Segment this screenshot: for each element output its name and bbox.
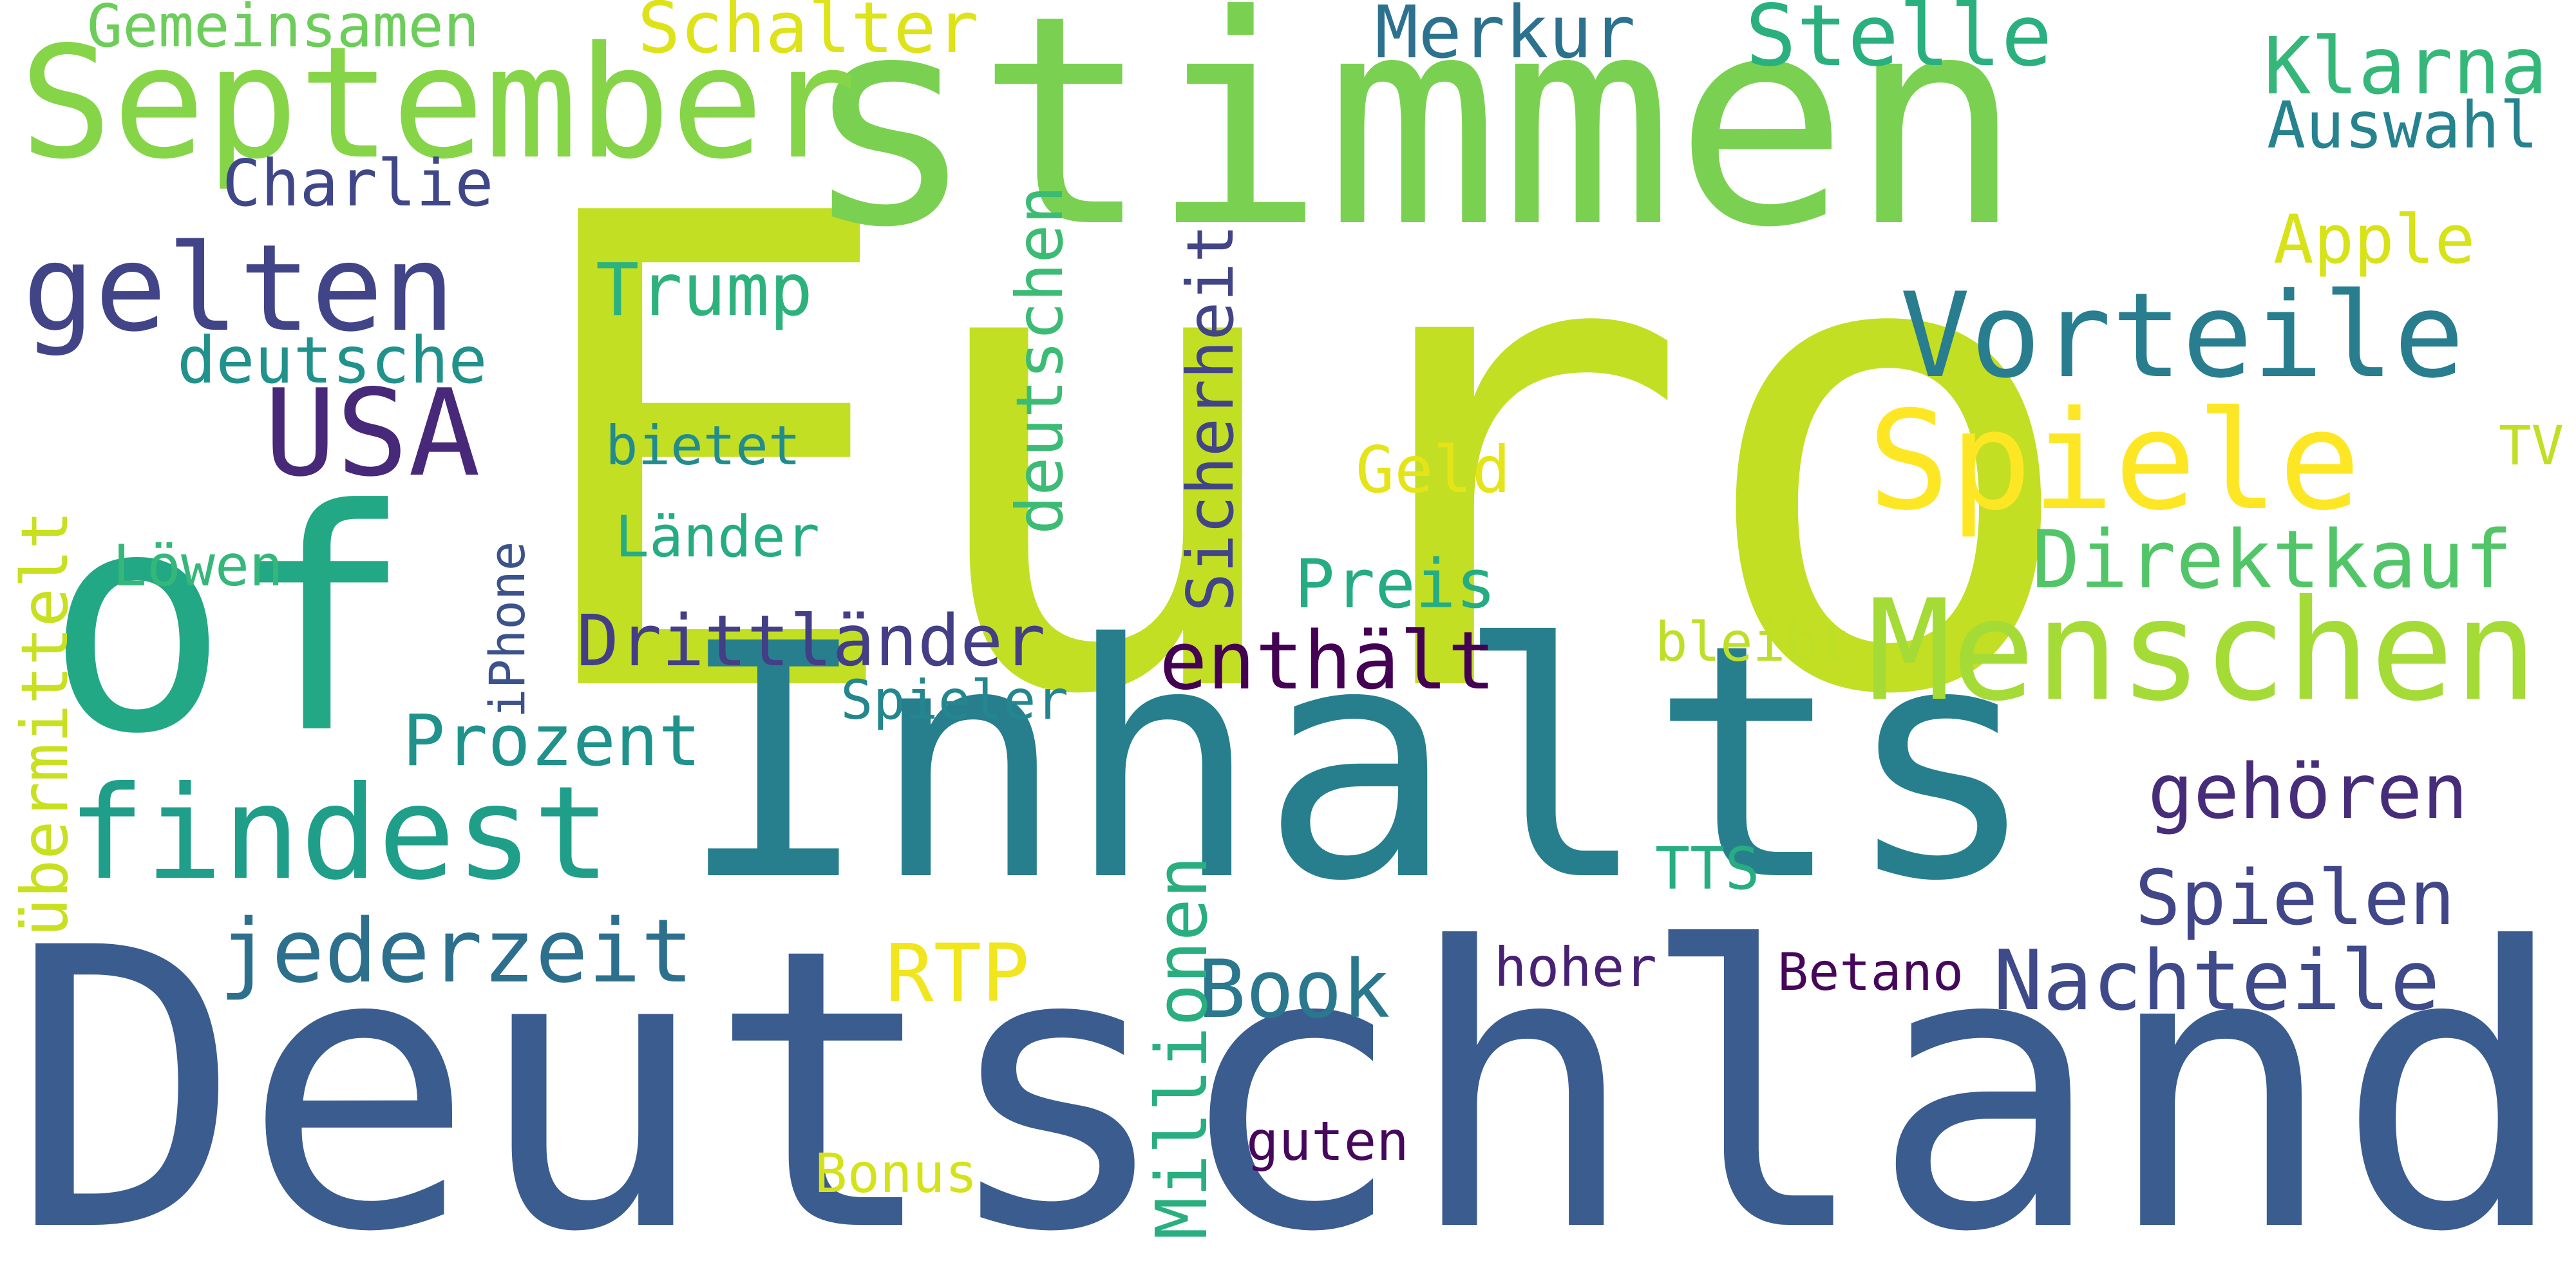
word-vorteile: Vorteile xyxy=(1900,267,2465,404)
word-september: September xyxy=(19,13,857,193)
word-klarna: Klarna xyxy=(2264,21,2548,112)
word-auswahl: Auswahl xyxy=(2267,88,2539,163)
word-trump: Trump xyxy=(596,249,813,332)
word-findest: findest xyxy=(68,759,611,909)
word-millionen: Millionen xyxy=(1141,855,1223,1240)
word-merkur: Merkur xyxy=(1375,0,1636,75)
word-deutschland: Deutschland xyxy=(10,866,2569,1288)
word-book: Book xyxy=(1198,943,1390,1036)
word-lander: Länder xyxy=(615,504,820,570)
word-spiele: Spiele xyxy=(1868,381,2361,540)
word-tts: TTS xyxy=(1655,835,1760,903)
word-apple: Apple xyxy=(2273,200,2476,279)
word-bonus: Bonus xyxy=(815,1142,978,1205)
word-lowen: Löwen xyxy=(113,533,283,599)
word-jederzeit: jederzeit xyxy=(219,901,694,1003)
word-guten: guten xyxy=(1246,1110,1409,1173)
word-menschen: Menschen xyxy=(1868,570,2538,732)
word-bleibt: bleibt xyxy=(1655,611,1851,674)
word-rtp: RTP xyxy=(886,927,1030,1020)
word-prozent: Prozent xyxy=(402,699,701,782)
word-drittlander: Drittländer xyxy=(576,600,1046,682)
word-charlie: Charlie xyxy=(222,146,494,221)
word-deutschen: deutschen xyxy=(1002,185,1077,535)
word-inhalts: Inhalts xyxy=(676,576,2039,952)
word-betano: Betano xyxy=(1777,942,1964,1002)
word-gehoren: gehören xyxy=(2148,747,2468,836)
word-usa: USA xyxy=(264,363,480,503)
word-stimmen: stimmen xyxy=(802,0,2023,291)
word-schalter: Schalter xyxy=(638,0,979,69)
word-tv: TV xyxy=(2499,414,2564,477)
word-gemeinsamen: Gemeinsamen xyxy=(87,0,480,61)
word-hoher: hoher xyxy=(1494,936,1657,999)
word-geld: Geld xyxy=(1356,432,1511,507)
word-spieler: Spieler xyxy=(840,668,1069,732)
word-nachteile: Nachteile xyxy=(1993,933,2440,1029)
word-bietet: bietet xyxy=(605,414,801,477)
word-enthalt: enthält xyxy=(1159,615,1496,708)
word-preis: Preis xyxy=(1294,545,1497,623)
word-gelten: gelten xyxy=(23,218,455,358)
word-euro: Euro xyxy=(515,79,2085,837)
word-spielen: Spielen xyxy=(2135,853,2456,942)
word-deutsche: deutsche xyxy=(177,323,488,398)
word-of: of xyxy=(45,445,413,801)
word-iphone: iPhone xyxy=(478,541,536,718)
word-ubermittelt: übermittelt xyxy=(7,510,82,937)
word-sicherheit: Sicherheit xyxy=(1173,223,1248,612)
word-stelle: Stelle xyxy=(1745,0,2052,86)
word-direktkauf: Direktkauf xyxy=(2032,514,2513,607)
